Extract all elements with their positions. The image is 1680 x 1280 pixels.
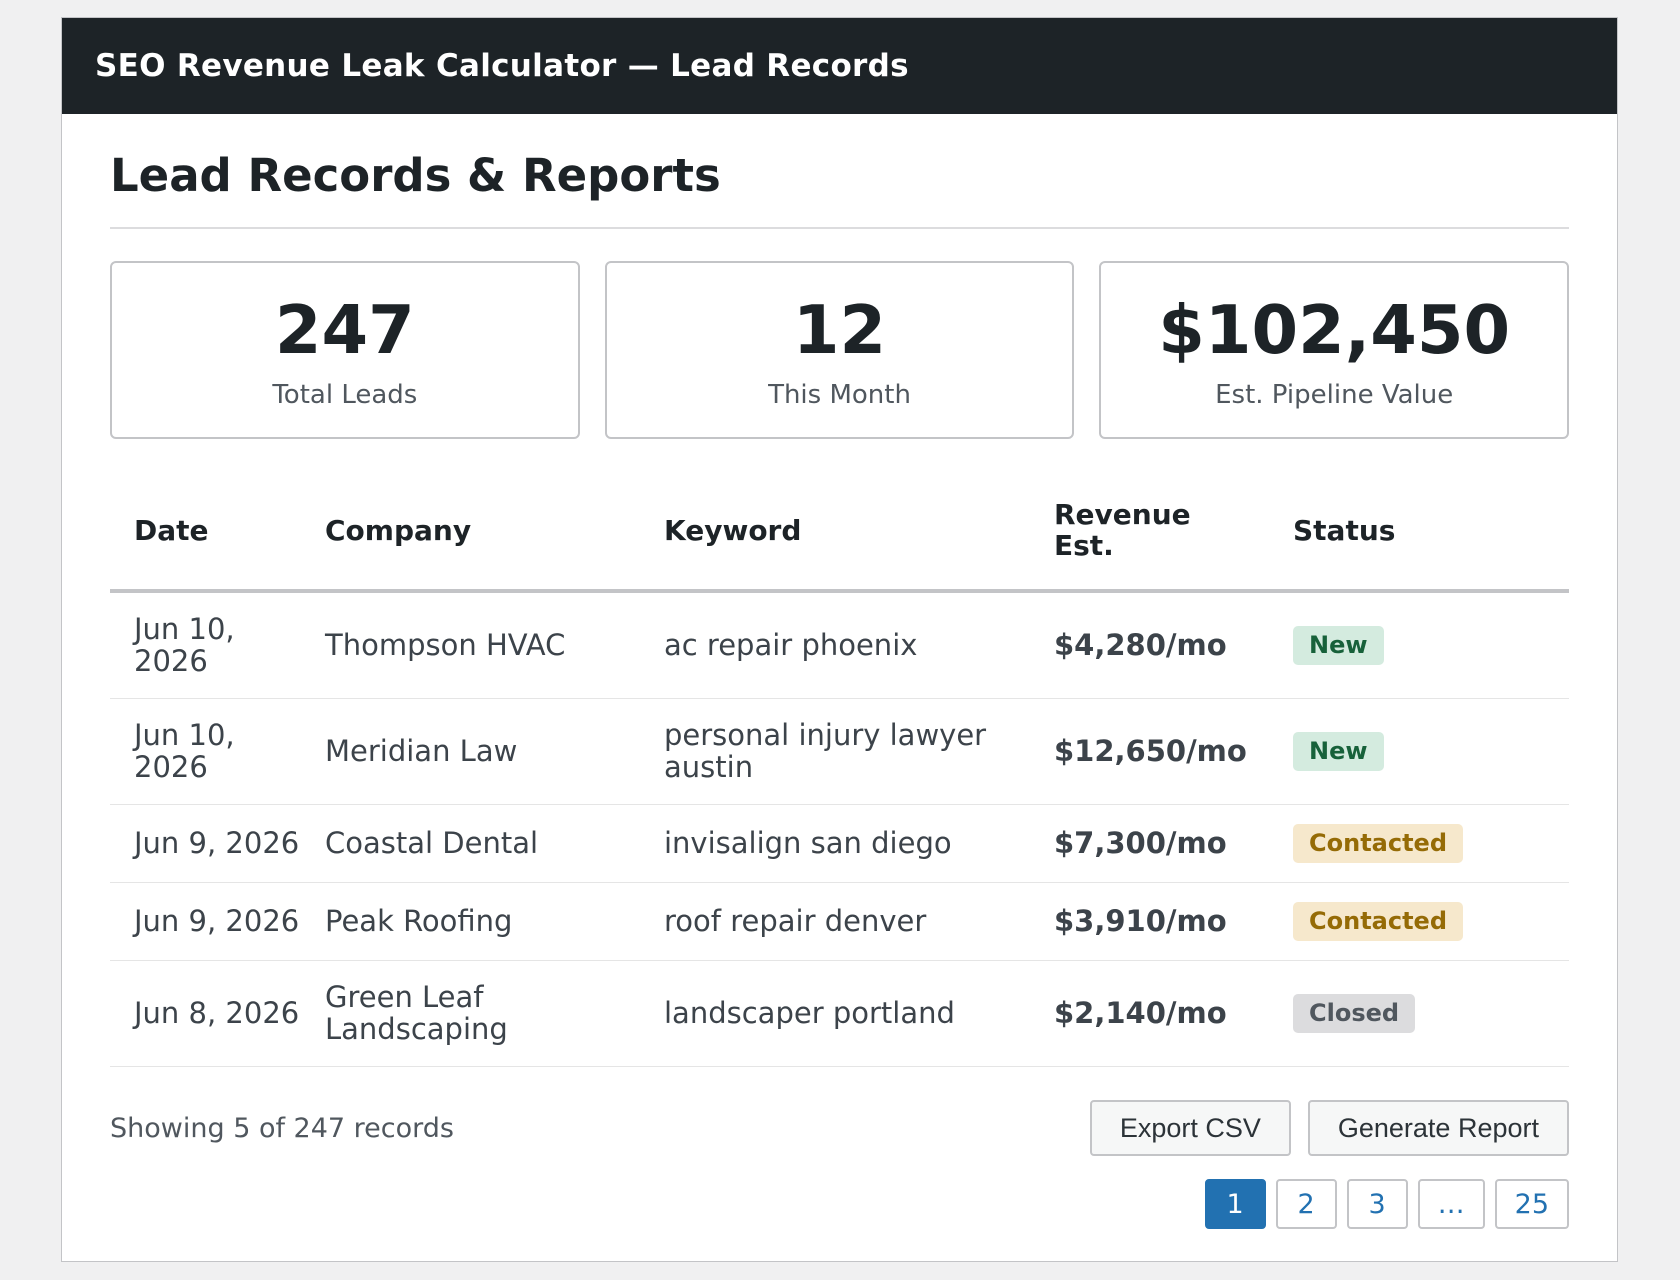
stat-card-pipeline-value: $102,450 Est. Pipeline Value bbox=[1099, 261, 1570, 439]
cell-status: New bbox=[1269, 591, 1569, 699]
column-header-date[interactable]: Date bbox=[110, 473, 301, 593]
stat-label: Est. Pipeline Value bbox=[1215, 380, 1454, 410]
stat-value: 247 bbox=[274, 291, 415, 369]
status-badge: Contacted bbox=[1293, 902, 1464, 941]
status-badge: Closed bbox=[1293, 994, 1416, 1033]
leads-table: Date Company Keyword Revenue Est. Status… bbox=[110, 473, 1569, 1067]
cell-revenue: $7,300/mo bbox=[1030, 804, 1269, 883]
cell-keyword: roof repair denver bbox=[640, 882, 1030, 961]
stat-card-total-leads: 247 Total Leads bbox=[110, 261, 580, 439]
table-header-row: Date Company Keyword Revenue Est. Status bbox=[110, 473, 1569, 593]
cell-company: Peak Roofing bbox=[301, 882, 640, 961]
column-header-revenue-label: Revenue Est. bbox=[1054, 498, 1191, 562]
main-content: Lead Records & Reports 247 Total Leads 1… bbox=[62, 114, 1617, 1229]
stat-label: Total Leads bbox=[272, 380, 418, 410]
status-badge: Contacted bbox=[1293, 824, 1464, 863]
cell-date: Jun 8, 2026 bbox=[110, 960, 301, 1067]
company-text: Green Leaf Landscaping bbox=[325, 979, 508, 1046]
cell-status: Contacted bbox=[1269, 804, 1569, 883]
cell-revenue: $4,280/mo bbox=[1030, 591, 1269, 699]
table-actions: Export CSV Generate Report bbox=[1089, 1100, 1569, 1156]
status-badge: New bbox=[1293, 626, 1384, 665]
keyword-text: personal injury lawyer austin bbox=[664, 717, 987, 784]
status-badge: New bbox=[1293, 732, 1384, 771]
page-button-25[interactable]: 25 bbox=[1494, 1179, 1569, 1229]
generate-report-button[interactable]: Generate Report bbox=[1307, 1100, 1569, 1156]
stat-value: 12 bbox=[792, 291, 887, 369]
date-text: Jun 10, 2026 bbox=[134, 611, 235, 678]
cell-company: Green Leaf Landscaping bbox=[301, 960, 640, 1067]
pagination: 1 2 3 … 25 bbox=[110, 1179, 1569, 1229]
cell-status: Contacted bbox=[1269, 882, 1569, 961]
cell-keyword: landscaper portland bbox=[640, 960, 1030, 1067]
window-title: SEO Revenue Leak Calculator — Lead Recor… bbox=[95, 48, 909, 84]
page-button-2[interactable]: 2 bbox=[1275, 1179, 1337, 1229]
cell-status: New bbox=[1269, 698, 1569, 805]
table-footer: Showing 5 of 247 records Export CSV Gene… bbox=[110, 1100, 1569, 1156]
page-button-1[interactable]: 1 bbox=[1204, 1179, 1266, 1229]
table-row[interactable]: Jun 8, 2026 Green Leaf Landscaping lands… bbox=[110, 960, 1569, 1067]
table-row[interactable]: Jun 10, 2026 Meridian Law personal injur… bbox=[110, 698, 1569, 805]
app-window: SEO Revenue Leak Calculator — Lead Recor… bbox=[61, 17, 1618, 1262]
column-header-company[interactable]: Company bbox=[301, 473, 640, 593]
cell-keyword: ac repair phoenix bbox=[640, 591, 1030, 699]
window-titlebar: SEO Revenue Leak Calculator — Lead Recor… bbox=[62, 18, 1617, 114]
records-count: Showing 5 of 247 records bbox=[110, 1112, 454, 1144]
cell-revenue: $12,650/mo bbox=[1030, 698, 1269, 805]
export-csv-button[interactable]: Export CSV bbox=[1089, 1100, 1291, 1156]
column-header-revenue[interactable]: Revenue Est. bbox=[1030, 473, 1269, 593]
cell-company: Meridian Law bbox=[301, 698, 640, 805]
stat-value: $102,450 bbox=[1158, 291, 1511, 369]
table-row[interactable]: Jun 9, 2026 Peak Roofing roof repair den… bbox=[110, 882, 1569, 961]
stats-cards: 247 Total Leads 12 This Month $102,450 E… bbox=[110, 261, 1570, 439]
stat-card-this-month: 12 This Month bbox=[604, 261, 1075, 439]
cell-date: Jun 9, 2026 bbox=[110, 882, 301, 961]
cell-date: Jun 10, 2026 bbox=[110, 591, 301, 699]
date-text: Jun 10, 2026 bbox=[134, 717, 235, 784]
page-button-3[interactable]: 3 bbox=[1346, 1179, 1408, 1229]
table-row[interactable]: Jun 9, 2026 Coastal Dental invisalign sa… bbox=[110, 804, 1569, 883]
page-title: Lead Records & Reports bbox=[110, 114, 1569, 229]
page-button-ellipsis[interactable]: … bbox=[1417, 1179, 1485, 1229]
stat-label: This Month bbox=[768, 380, 911, 410]
cell-revenue: $3,910/mo bbox=[1030, 882, 1269, 961]
cell-keyword: personal injury lawyer austin bbox=[640, 698, 1030, 805]
table-row[interactable]: Jun 10, 2026 Thompson HVAC ac repair pho… bbox=[110, 591, 1569, 699]
cell-revenue: $2,140/mo bbox=[1030, 960, 1269, 1067]
column-header-keyword[interactable]: Keyword bbox=[640, 473, 1030, 593]
cell-company: Thompson HVAC bbox=[301, 591, 640, 699]
cell-status: Closed bbox=[1269, 960, 1569, 1067]
column-header-status[interactable]: Status bbox=[1269, 473, 1569, 593]
cell-keyword: invisalign san diego bbox=[640, 804, 1030, 883]
cell-date: Jun 10, 2026 bbox=[110, 698, 301, 805]
cell-date: Jun 9, 2026 bbox=[110, 804, 301, 883]
cell-company: Coastal Dental bbox=[301, 804, 640, 883]
